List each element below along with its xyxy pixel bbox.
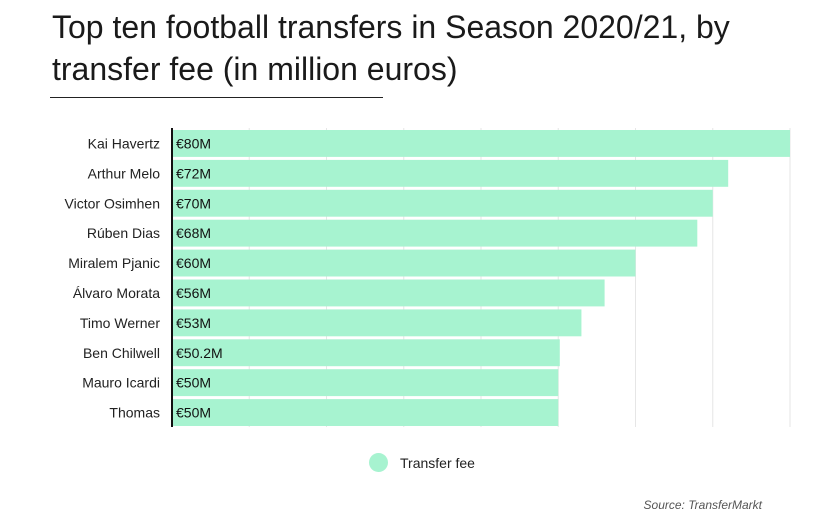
- bar: [172, 219, 698, 247]
- data-label: €70M: [176, 195, 211, 211]
- category-label: Álvaro Morata: [73, 285, 160, 301]
- data-label: €68M: [176, 225, 211, 241]
- title-divider: [50, 97, 383, 98]
- legend-swatch: [369, 453, 388, 472]
- category-label: Thomas: [109, 405, 160, 421]
- category-label: Arthur Melo: [88, 165, 161, 181]
- bar: [172, 279, 605, 307]
- bar: [172, 399, 559, 426]
- category-label: Timo Werner: [80, 315, 160, 331]
- data-label: €56M: [176, 285, 211, 301]
- chart-title: Top ten football transfers in Season 202…: [52, 9, 730, 87]
- category-label: Rúben Dias: [87, 225, 160, 241]
- bar: [172, 339, 560, 367]
- category-label: Miralem Pjanic: [68, 255, 160, 271]
- category-label: Ben Chilwell: [83, 345, 160, 361]
- bar: [172, 189, 713, 217]
- data-label: €80M: [176, 135, 211, 151]
- data-label: €53M: [176, 315, 211, 331]
- data-label: €60M: [176, 255, 211, 271]
- legend-label: Transfer fee: [400, 454, 475, 471]
- data-label: €50.2M: [176, 345, 223, 361]
- data-label: €50M: [176, 405, 211, 421]
- category-label: Mauro Icardi: [82, 375, 160, 391]
- bar-chart: Kai Havertz €80M Arthur Melo €72M Victor Osi…: [65, 128, 791, 427]
- data-label: €72M: [176, 165, 211, 181]
- bar: [172, 249, 636, 277]
- source-note: Source: TransferMarkt: [643, 498, 762, 512]
- data-label: €50M: [176, 375, 211, 391]
- bar: [172, 159, 729, 187]
- category-label: Kai Havertz: [88, 135, 160, 151]
- bar: [172, 369, 559, 397]
- category-label: Victor Osimhen: [65, 195, 160, 211]
- chart-legend: Transfer fee: [369, 453, 475, 472]
- bar: [172, 130, 790, 157]
- bar: [172, 309, 582, 337]
